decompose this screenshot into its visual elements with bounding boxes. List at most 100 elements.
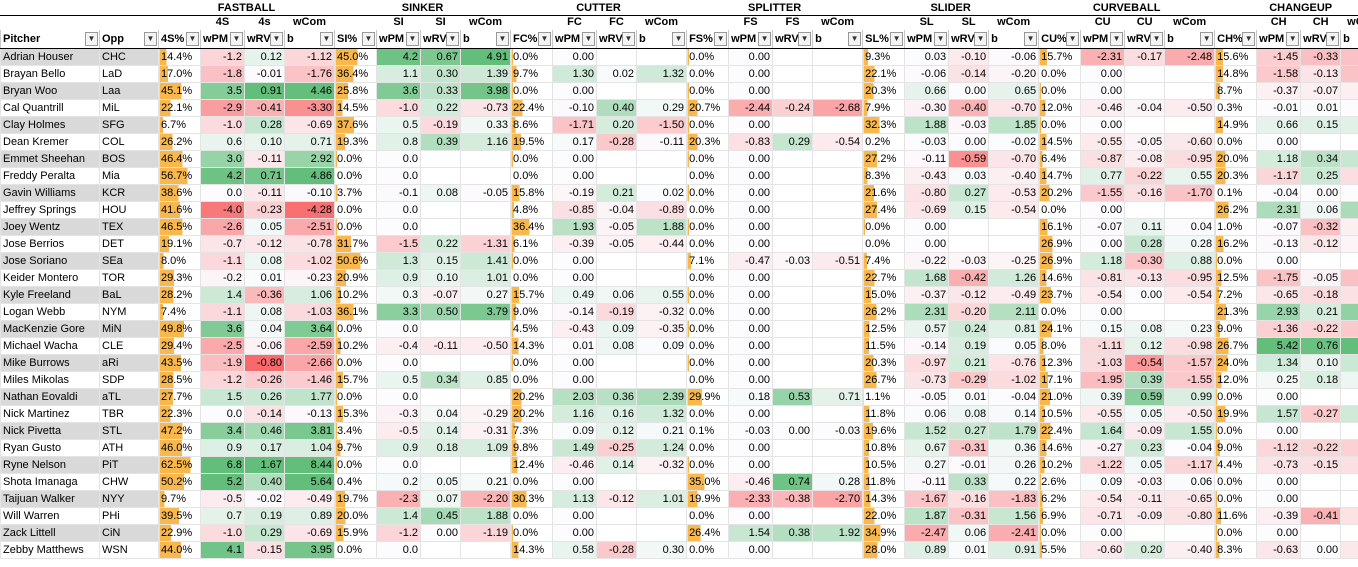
table-row[interactable]: Cal Quantrill MiL 22.1% -2.9 -0.41 -3.30 14.5%… [0,99,1358,117]
slider-wrv-cell: 0.01 [948,388,990,406]
table-row[interactable]: Shota Imanaga CHW 50.2% 5.2 0.40 5.64 0.4% 0.2 0… [0,473,1358,491]
splitter-wrv-cell [772,65,814,83]
changeup-wrv-cell: 0.10 [1300,354,1342,372]
filter-dropdown-icon[interactable]: ▼ [758,32,772,46]
splitter-wpm-cell: 0.00 [728,82,774,100]
filter-dropdown-icon[interactable]: ▼ [974,32,988,46]
table-row[interactable]: Zack Littell CiN 22.9% -1.0 0.29 -0.69 15.9% -1… [0,524,1358,542]
filter-dropdown-icon[interactable]: ▼ [362,32,376,46]
slider-usage-cell: 22.0% [862,507,906,525]
filter-dropdown-icon[interactable]: ▼ [848,32,862,46]
table-row[interactable]: Nathan Eovaldi aTL 27.7% 1.5 0.26 1.77 0.0% 0.0… [0,388,1358,406]
table-row[interactable]: Kyle Freeland BaL 28.2% 1.4 -0.36 1.06 10.2% 0.… [0,286,1358,304]
filter-dropdown-icon[interactable]: ▼ [144,32,157,46]
splitter-usage-cell: 0.0% [686,48,730,66]
slider-wpm-cell: 1.52 [904,422,950,440]
filter-dropdown-icon[interactable]: ▼ [1066,32,1080,46]
filter-dropdown-icon[interactable]: ▼ [1024,32,1038,46]
filter-dropdown-icon[interactable]: ▼ [406,32,420,46]
changeup-wpm-cell: -1.75 [1256,269,1302,287]
slider-usage-cell: 7.4% [862,252,906,270]
opponent-cell: TEX [99,218,159,236]
filter-dropdown-icon[interactable]: ▼ [1242,32,1256,46]
table-row[interactable]: Zebby Matthews WSN 44.0% 4.1 -0.15 3.95 0.0% 0.… [0,541,1358,559]
filter-dropdown-icon[interactable]: ▼ [230,32,243,46]
table-row[interactable]: Logan Webb NYM 7.4% -1.1 0.08 -1.03 36.1% 3.3 0.… [0,303,1358,321]
filter-dropdown-icon[interactable]: ▼ [1200,32,1214,46]
filter-dropdown-icon[interactable]: ▼ [496,32,510,46]
table-row[interactable]: Jose Berrios DET 19.1% -0.7 -0.12 -0.78 31.7% -… [0,235,1358,253]
filter-dropdown-icon[interactable]: ▼ [798,32,812,46]
table-row[interactable]: Will Warren PHi 39.5% 0.7 0.19 0.89 20.0% 1.4 0.… [0,507,1358,525]
table-row[interactable]: Miles Mikolas SDP 28.5% -1.2 -0.26 -1.46 15.7%… [0,371,1358,389]
table-row[interactable]: Dean Kremer COL 26.2% 0.6 0.10 0.71 19.3% 0.8 0.… [0,133,1358,151]
filter-dropdown-icon[interactable]: ▼ [1110,32,1124,46]
slider-usage-cell: 32.3% [862,116,906,134]
filter-dropdown-icon[interactable]: ▼ [85,32,98,46]
filter-dropdown-icon[interactable]: ▼ [186,32,199,46]
table-row[interactable]: Nick Martinez TBR 22.3% 0.0 -0.14 -0.13 15.3% -… [0,405,1358,423]
table-row[interactable]: Jeffrey Springs HOU 41.6% -4.0 -0.23 -4.28 0.0… [0,201,1358,219]
filter-dropdown-icon[interactable]: ▼ [270,32,283,46]
table-row[interactable]: Ryan Gusto ATH 46.0% 0.9 0.17 1.04 9.7% 0.9 0.18… [0,439,1358,457]
opponent-cell: STL [99,422,159,440]
changeup-wrv-cell: 0.76 [1300,337,1342,355]
table-row[interactable]: Ryne Nelson PiT 62.5% 6.8 1.67 8.44 0.0% 0.0 12.… [0,456,1358,474]
filter-dropdown-icon[interactable]: ▼ [622,32,636,46]
table-row[interactable]: Nick Pivetta STL 47.2% 3.4 0.46 3.81 3.4% -0.5 0… [0,422,1358,440]
curveball-usage-cell: 14.7% [1038,167,1082,185]
cutter-usage-cell: 30.3% [510,490,554,508]
changeup-wrv-cell: -0.22 [1300,439,1342,457]
header-curveball-0: CU% ▼ [1038,29,1082,49]
fastball-usage-cell: 9.7% [158,490,201,508]
curveball-usage-cell: 16.1% [1038,218,1082,236]
filter-dropdown-icon[interactable]: ▼ [320,32,334,46]
cutter-wcomb-cell: -0.89 [636,201,688,219]
slider-wpm-cell: 0.67 [904,439,950,457]
changeup-wcomb-cell [1340,524,1358,542]
table-row[interactable]: Emmet Sheehan BOS 46.4% 3.0 -0.11 2.92 0.0% 0.0… [0,150,1358,168]
cutter-wrv-cell: -0.28 [596,541,638,559]
curveball-wpm-cell: 0.39 [1080,388,1126,406]
splitter-wpm-cell: 0.00 [728,218,774,236]
fastball-usage-cell: 22.3% [158,405,201,423]
cutter-wrv-cell [596,150,638,168]
filter-dropdown-icon[interactable]: ▼ [1286,32,1300,46]
filter-dropdown-icon[interactable]: ▼ [890,32,904,46]
table-row[interactable]: Jose Soriano SEa 8.0% -1.1 0.08 -1.02 50.6% 1.3… [0,252,1358,270]
fastball-wpm-cell: 5.2 [200,473,245,491]
sinker-wrv-cell: 0.04 [420,405,462,423]
filter-dropdown-icon[interactable]: ▼ [582,32,596,46]
filter-dropdown-icon[interactable]: ▼ [1150,32,1164,46]
table-row[interactable]: Keider Montero TOR 29.3% -0.2 0.01 -0.23 20.9%… [0,269,1358,287]
cutter-wpm-cell: 0.17 [552,133,598,151]
table-row[interactable]: Bryan Woo Laa 45.1% 3.5 0.91 4.46 25.8% 3.6 0.33… [0,82,1358,100]
table-row[interactable]: Freddy Peralta Mia 56.7% 4.2 0.71 4.86 0.0% 0.0… [0,167,1358,185]
curveball-wrv-cell: 0.00 [1124,286,1166,304]
table-row[interactable]: Michael Wacha CLE 29.4% -2.5 -0.06 -2.59 10.2%… [0,337,1358,355]
table-row[interactable]: Mike Burrows aRi 43.5% -1.9 -0.80 -2.66 0.0% 0.… [0,354,1358,372]
table-row[interactable]: Joey Wentz TEX 46.5% -2.6 0.05 -2.51 0.0% 0.0 36… [0,218,1358,236]
filter-dropdown-icon[interactable]: ▼ [934,32,948,46]
filter-dropdown-icon[interactable]: ▼ [672,32,686,46]
table-row[interactable]: Taijuan Walker NYY 9.7% -0.5 -0.02 -0.49 19.7%… [0,490,1358,508]
splitter-wcomb-cell: -0.51 [812,252,864,270]
sinker-wpm-cell: 1.1 [376,65,422,83]
filter-dropdown-icon[interactable]: ▼ [1326,32,1340,46]
filter-dropdown-icon[interactable]: ▼ [446,32,460,46]
table-row[interactable]: Gavin Williams KCR 38.6% 0.0 -0.11 -0.10 3.7% -… [0,184,1358,202]
table-row[interactable]: Brayan Bello LaD 17.0% -1.8 -0.01 -1.76 36.4% 1… [0,65,1358,83]
table-row[interactable]: MacKenzie Gore MiN 49.8% 3.6 0.04 3.64 0.0% 0.0… [0,320,1358,338]
table-row[interactable]: Adrian Houser CHC 14.4% -1.2 0.12 -1.12 45.0% 4… [0,48,1358,66]
curveball-wcomb-cell: 0.99 [1164,388,1216,406]
slider-wpm-cell: -0.22 [904,252,950,270]
splitter-wrv-cell [772,354,814,372]
fastball-wcomb-cell: -1.76 [283,65,336,83]
filter-dropdown-icon[interactable]: ▼ [538,32,552,46]
table-row[interactable]: Clay Holmes SFG 6.7% -1.0 0.28 -0.69 37.6% 0.5-… [0,116,1358,134]
cutter-wcomb-cell: 0.29 [636,99,688,117]
filter-dropdown-icon[interactable]: ▼ [714,32,728,46]
cutter-wpm-cell: -0.14 [552,303,598,321]
fastball-wrv-cell: -0.23 [244,201,285,219]
changeup-usage-cell: 26.7% [1214,337,1258,355]
